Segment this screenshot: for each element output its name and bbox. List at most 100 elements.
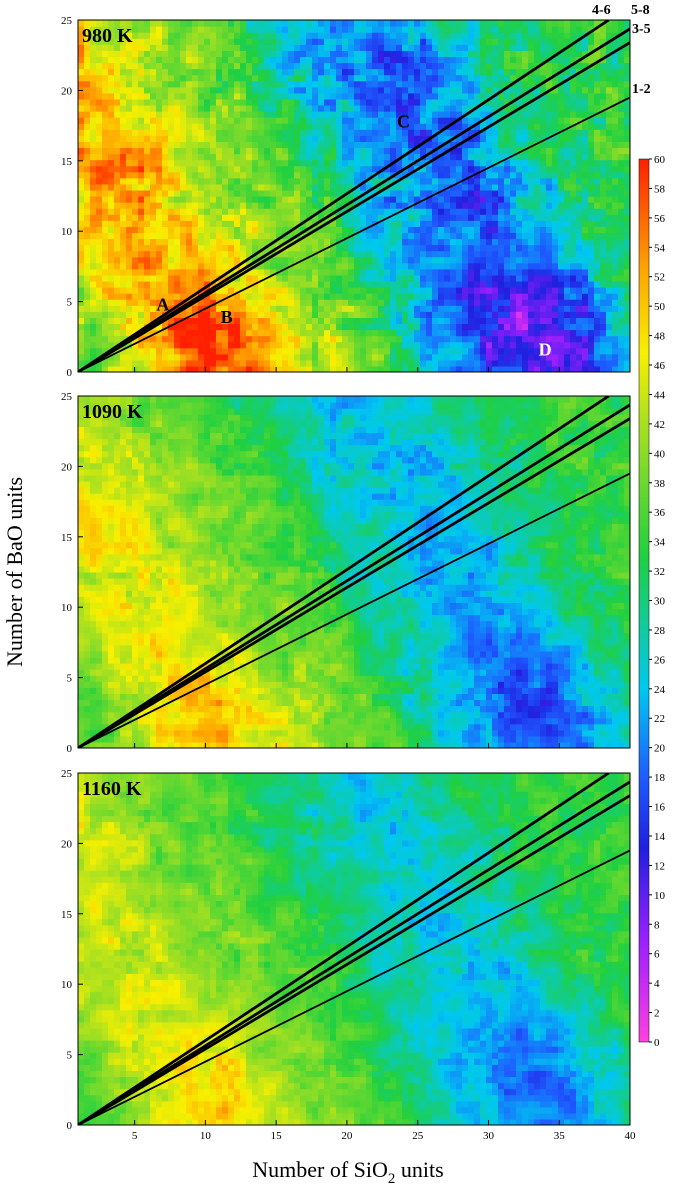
- heatmap-cell: [474, 50, 481, 58]
- heatmap-cell: [330, 44, 337, 51]
- heatmap-cell: [150, 26, 157, 33]
- heatmap-cell: [330, 98, 337, 106]
- heatmap-cell: [258, 68, 265, 76]
- heatmap-cell: [390, 123, 397, 130]
- heatmap-cell: [378, 262, 385, 270]
- heatmap-cell: [450, 80, 457, 88]
- heatmap-cell: [234, 196, 241, 203]
- heatmap-cell: [558, 317, 565, 325]
- heatmap-cell: [486, 171, 493, 179]
- heatmap-cell: [354, 129, 361, 136]
- heatmap-cell: [270, 141, 277, 149]
- heatmap-cell: [216, 147, 223, 155]
- heatmap-cell: [390, 44, 397, 51]
- heatmap-cell: [258, 280, 265, 288]
- heatmap-cell: [144, 86, 151, 94]
- heatmap-cell: [204, 56, 211, 64]
- heatmap-cell: [282, 62, 289, 70]
- heatmap-cell: [108, 311, 115, 318]
- heatmap-cell: [174, 189, 181, 197]
- heatmap-cell: [306, 86, 313, 94]
- heatmap-cell: [180, 238, 187, 246]
- heatmap-cell: [552, 280, 559, 288]
- heatmap-cell: [132, 26, 139, 33]
- heatmap-cell: [360, 238, 367, 246]
- heatmap-cell: [498, 68, 505, 76]
- heatmap-cell: [372, 299, 379, 306]
- heatmap-cell: [510, 305, 517, 312]
- heatmap-cell: [510, 44, 517, 51]
- heatmap-cell: [396, 202, 403, 209]
- heatmap-cell: [480, 38, 487, 45]
- heatmap-cell: [330, 165, 337, 173]
- heatmap-cell: [126, 44, 133, 51]
- heatmap-cell: [288, 353, 295, 361]
- heatmap-cell: [336, 135, 343, 142]
- heatmap-cell: [240, 329, 247, 337]
- heatmap-cell: [462, 238, 469, 246]
- heatmap-cell: [168, 86, 175, 94]
- heatmap-cell: [168, 159, 175, 167]
- heatmap-cell: [450, 299, 457, 306]
- heatmap-cell: [216, 353, 223, 361]
- heatmap-cell: [492, 256, 499, 264]
- heatmap-cell: [204, 44, 211, 51]
- heatmap-cell: [444, 226, 451, 234]
- heatmap-cell: [468, 287, 475, 294]
- heatmap-cell: [246, 20, 253, 27]
- heatmap-cell: [420, 80, 427, 88]
- heatmap-cell: [162, 111, 169, 118]
- heatmap-cell: [444, 56, 451, 64]
- heatmap-cell: [552, 256, 559, 264]
- heatmap-cell: [156, 92, 163, 100]
- heatmap-cell: [138, 347, 145, 355]
- heatmap-cell: [420, 141, 427, 149]
- heatmap-cell: [576, 117, 583, 124]
- heatmap-cell: [576, 293, 583, 300]
- heatmap-cell: [540, 274, 547, 282]
- heatmap-cell: [282, 32, 289, 39]
- heatmap-cell: [402, 323, 409, 331]
- heatmap-cell: [138, 274, 145, 282]
- heatmap-cell: [330, 159, 337, 167]
- heatmap-cell: [300, 189, 307, 197]
- heatmap-cell: [552, 177, 559, 185]
- heatmap-cell: [108, 62, 115, 70]
- heatmap-cell: [498, 50, 505, 58]
- heatmap-cell: [234, 129, 241, 136]
- heatmap-cell: [426, 244, 433, 252]
- heatmap-cell: [570, 335, 577, 343]
- heatmap-cell: [570, 147, 577, 155]
- heatmap-cell: [222, 226, 229, 234]
- heatmap-cell: [372, 256, 379, 264]
- heatmap-cell: [246, 189, 253, 197]
- heatmap-cell: [234, 147, 241, 155]
- heatmap-cell: [168, 274, 175, 282]
- heatmap-cell: [498, 250, 505, 258]
- heatmap-cell: [186, 189, 193, 197]
- heatmap-cell: [564, 293, 571, 300]
- heatmap-cell: [312, 104, 319, 112]
- heatmap-cell: [126, 80, 133, 88]
- heatmap-cell: [594, 341, 601, 349]
- heatmap-cell: [354, 317, 361, 325]
- heatmap-cell: [552, 238, 559, 246]
- heatmap-cell: [402, 365, 409, 372]
- heatmap-cell: [540, 32, 547, 39]
- heatmap-cell: [372, 92, 379, 100]
- heatmap-cell: [570, 159, 577, 167]
- heatmap-cell: [246, 38, 253, 45]
- heatmap-cell: [78, 305, 85, 312]
- heatmap-cell: [276, 117, 283, 124]
- heatmap-cell: [294, 165, 301, 173]
- heatmap-cell: [246, 305, 253, 312]
- heatmap-cell: [480, 86, 487, 94]
- heatmap-cell: [564, 141, 571, 149]
- heatmap-cell: [396, 274, 403, 282]
- heatmap-cell: [570, 220, 577, 227]
- heatmap-cell: [504, 335, 511, 343]
- heatmap-cell: [486, 159, 493, 167]
- heatmap-cell: [174, 56, 181, 64]
- heatmap-cell: [450, 250, 457, 258]
- heatmap-cell: [102, 280, 109, 288]
